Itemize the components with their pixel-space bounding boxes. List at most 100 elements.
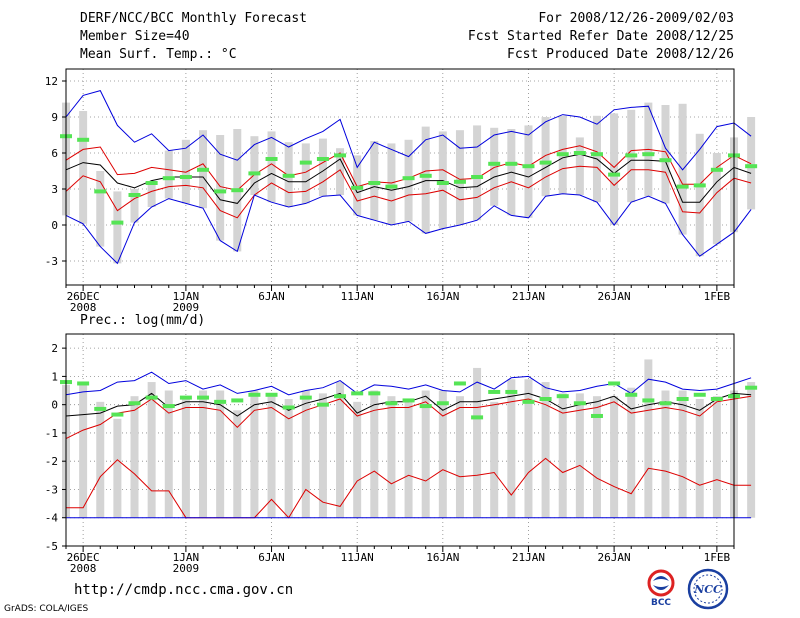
bottom-spread-box — [747, 382, 756, 518]
top-spread-box — [147, 181, 156, 207]
bottom-spread-box — [627, 387, 636, 518]
bottom-spread-box — [541, 382, 550, 518]
bottom-ytick-label: 2 — [51, 342, 58, 355]
bottom-spread-box — [318, 393, 327, 518]
top-spread-box — [490, 127, 499, 206]
top-xtick-label: 6JAN — [258, 290, 285, 303]
bottom-spread-box — [421, 390, 430, 518]
bottom-ytick-label: 1 — [51, 370, 58, 383]
bottom-ytick-label: -1 — [45, 427, 58, 440]
bottom-spread-box — [113, 418, 122, 518]
bottom-spread-box — [164, 390, 173, 518]
member-size-label: Member Size=40 — [80, 29, 190, 44]
top-ytick-label: 6 — [51, 147, 58, 160]
bottom-spread-box — [592, 396, 601, 518]
forecast-period: For 2008/12/26-2009/02/03 — [538, 11, 734, 26]
started-date: Fcst Started Refer Date 2008/12/25 — [467, 29, 734, 44]
top-spread-box — [216, 135, 225, 241]
variable-label-temp: Mean Surf. Temp.: °C — [80, 47, 237, 62]
bottom-spread-box — [387, 396, 396, 518]
bottom-ytick-label: -2 — [45, 455, 58, 468]
grads-credit: GrADS: COLA/IGES — [4, 604, 89, 614]
top-xtick-year: 2009 — [173, 301, 200, 314]
top-spread-box — [455, 130, 464, 225]
bottom-spread-box — [301, 390, 310, 518]
bottom-spread-box — [96, 401, 105, 518]
bottom-xtick-label: 11JAN — [341, 551, 374, 564]
bottom-xtick-label: 16JAN — [426, 551, 459, 564]
top-spread-box — [79, 111, 88, 224]
top-spread-box — [438, 131, 447, 229]
bottom-spread-box — [661, 390, 670, 518]
top-spread-box — [113, 191, 122, 264]
ncc-logo-text: NCC — [693, 583, 722, 596]
top-ytick-label: 9 — [51, 111, 58, 124]
top-xtick-label: 1FEB — [704, 290, 731, 303]
top-ytick-label: -3 — [45, 255, 58, 268]
top-ytick-label: 0 — [51, 219, 58, 232]
bcc-logo-icon: BCC — [647, 569, 675, 608]
top-spread-box — [695, 133, 704, 257]
top-spread-box — [712, 153, 721, 245]
top-spread-box — [404, 139, 413, 222]
bottom-spread-box — [712, 396, 721, 518]
bottom-spread-box — [353, 401, 362, 518]
top-max-line — [65, 90, 752, 171]
bottom-spread-box — [678, 390, 687, 518]
bottom-spread-box — [79, 384, 88, 518]
top-spread-box — [370, 141, 379, 221]
bottom-xtick-label: 6JAN — [258, 551, 285, 564]
top-spread-box — [421, 126, 430, 234]
source-url[interactable]: http://cmdp.ncc.cma.gov.cn — [74, 582, 294, 598]
top-spread-box — [524, 125, 533, 218]
bottom-spread-box — [336, 382, 345, 518]
bottom-spread-box — [181, 396, 190, 518]
bottom-spread-box — [438, 390, 447, 518]
top-spread-box — [387, 143, 396, 225]
top-xtick-label: 21JAN — [512, 290, 545, 303]
bottom-spread-box — [490, 401, 499, 518]
bottom-ytick-label: -5 — [45, 540, 58, 553]
bottom-ytick-label: 0 — [51, 399, 58, 412]
bottom-spread-box — [610, 396, 619, 518]
bottom-ytick-label: -4 — [45, 512, 59, 525]
top-ytick-label: 12 — [45, 75, 58, 88]
bottom-spread-box — [524, 379, 533, 518]
produced-date: Fcst Produced Date 2008/12/26 — [507, 47, 734, 62]
top-spread-box — [96, 171, 105, 247]
top-spread-box — [318, 138, 327, 197]
top-spread-box — [336, 148, 345, 195]
bottom-spread-box — [250, 390, 259, 518]
bottom-spread-box — [404, 399, 413, 518]
bottom-spread-box — [147, 382, 156, 518]
bottom-lower-line — [66, 457, 752, 519]
bottom-spread-box — [473, 367, 482, 518]
top-lower-line — [65, 165, 752, 219]
top-spread-box — [181, 139, 190, 204]
top-spread-box — [164, 150, 173, 199]
bottom-spread-box — [644, 359, 653, 518]
bottom-spread-box — [507, 379, 516, 518]
bottom-max-line — [65, 371, 752, 396]
bottom-spread-box — [284, 399, 293, 518]
top-spread-box — [267, 131, 276, 203]
bottom-spread-box — [455, 396, 464, 518]
bottom-xtick-label: 1FEB — [704, 551, 731, 564]
bottom-spread-box — [216, 390, 225, 518]
bottom-xtick-year: 2008 — [70, 562, 97, 575]
top-xtick-label: 26JAN — [598, 290, 631, 303]
top-min-line — [65, 193, 752, 265]
top-spread-box — [301, 143, 310, 204]
forecast-title: DERF/NCC/BCC Monthly Forecast — [80, 11, 307, 26]
bottom-frame — [65, 333, 735, 547]
bottom-xtick-label: 21JAN — [512, 551, 545, 564]
top-spread-box — [610, 113, 619, 225]
bottom-ytick-label: -3 — [45, 483, 58, 496]
top-spread-box — [130, 189, 139, 223]
top-frame — [65, 68, 735, 286]
top-xtick-label: 16JAN — [426, 290, 459, 303]
bottom-spread-box — [233, 410, 242, 518]
bottom-spread-box — [370, 390, 379, 518]
bottom-xtick-label: 26DEC — [67, 551, 100, 564]
